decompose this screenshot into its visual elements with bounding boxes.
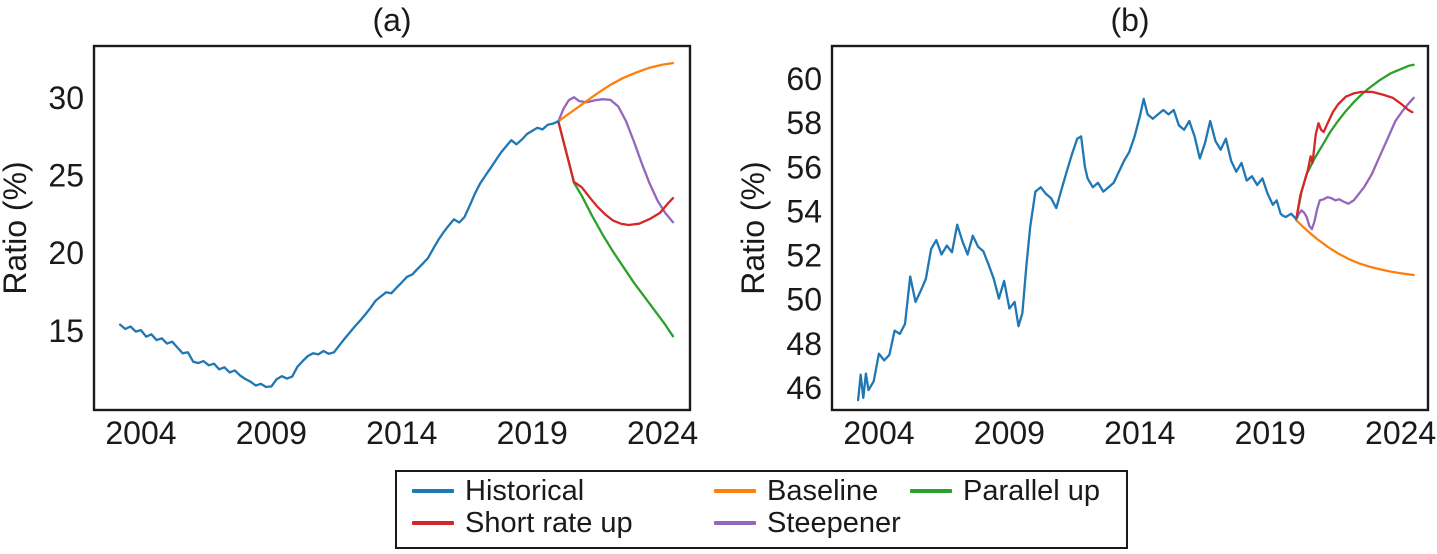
legend-label-historical: Historical bbox=[465, 475, 585, 507]
y-tick-label: 54 bbox=[786, 193, 822, 229]
legend-label-steepener: Steepener bbox=[767, 507, 901, 539]
series-line-parallel-up bbox=[557, 120, 675, 338]
plot-frame bbox=[92, 44, 692, 412]
series-line-parallel-up bbox=[1295, 63, 1415, 221]
y-axis-label: Ratio (%) bbox=[0, 161, 33, 294]
legend-item-historical: Historical bbox=[412, 475, 714, 507]
legend-label-parallel-up: Parallel up bbox=[963, 475, 1101, 507]
y-tick-label: 60 bbox=[786, 61, 822, 97]
panel-title: (b) bbox=[1110, 2, 1149, 38]
x-tick-label: 2004 bbox=[105, 415, 176, 451]
legend: Historical Baseline Parallel up Short ra… bbox=[395, 470, 1128, 549]
x-tick-label: 2014 bbox=[366, 415, 437, 451]
y-axis-label: Ratio (%) bbox=[735, 161, 771, 294]
x-tick-label: 2009 bbox=[236, 415, 307, 451]
y-tick-label: 46 bbox=[786, 370, 822, 406]
x-tick-label: 2024 bbox=[627, 415, 698, 451]
y-tick-label: 48 bbox=[786, 326, 822, 362]
short-rate-up-line-swatch bbox=[412, 521, 454, 525]
x-tick-label: 2009 bbox=[974, 415, 1045, 451]
series-line-steepener bbox=[557, 96, 675, 224]
x-tick-label: 2014 bbox=[1104, 415, 1175, 451]
historical-line-swatch bbox=[412, 489, 454, 493]
series-line-baseline bbox=[1295, 219, 1415, 277]
steepener-line-swatch bbox=[714, 521, 756, 525]
series-line-historical bbox=[856, 97, 1298, 402]
y-tick-label: 52 bbox=[786, 238, 822, 274]
legend-label-short-rate-up: Short rate up bbox=[465, 507, 633, 539]
y-tick-label: 15 bbox=[48, 313, 84, 349]
y-tick-label: 58 bbox=[786, 105, 822, 141]
x-tick-label: 2019 bbox=[1235, 415, 1306, 451]
y-tick-label: 20 bbox=[48, 235, 84, 271]
series-line-historical bbox=[118, 120, 560, 389]
legend-label-baseline: Baseline bbox=[767, 475, 879, 507]
series-line-short-rate-up bbox=[557, 120, 675, 227]
plot-frame bbox=[830, 44, 1430, 412]
x-tick-label: 2004 bbox=[843, 415, 914, 451]
panel-title: (a) bbox=[372, 2, 411, 38]
baseline-line-swatch bbox=[714, 489, 756, 493]
series-line-short-rate-up bbox=[1295, 90, 1414, 221]
y-tick-label: 50 bbox=[786, 282, 822, 318]
y-tick-label: 30 bbox=[48, 80, 84, 116]
y-tick-label: 56 bbox=[786, 149, 822, 185]
parallel-up-line-swatch bbox=[910, 489, 952, 493]
chart-panel--b-: (b) Ratio (%) 46 48 50 52 54 56 58 60 2004 2009 2014… bbox=[735, 2, 1436, 451]
legend-item-short-rate-up: Short rate up bbox=[412, 507, 714, 539]
x-tick-label: 2024 bbox=[1365, 415, 1436, 451]
legend-item-steepener: Steepener bbox=[714, 507, 910, 539]
y-tick-label: 25 bbox=[48, 158, 84, 194]
series-line-baseline bbox=[557, 61, 675, 123]
x-tick-label: 2019 bbox=[497, 415, 568, 451]
legend-item-parallel-up: Parallel up bbox=[910, 475, 1126, 507]
series-line-steepener bbox=[1295, 96, 1415, 231]
chart-panel--a-: (a) Ratio (%) 15 20 25 30 2004 2009 2014 2019 2024 bbox=[0, 2, 698, 451]
legend-item-baseline: Baseline bbox=[714, 475, 910, 507]
